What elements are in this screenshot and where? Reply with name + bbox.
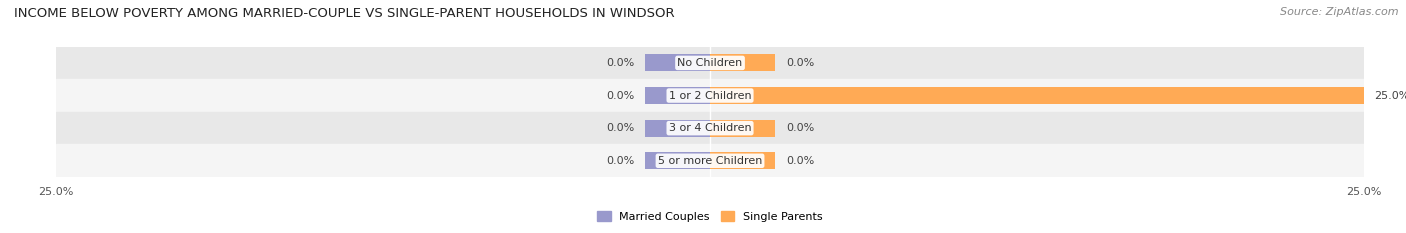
- Bar: [644, 87, 710, 104]
- Bar: [56, 112, 1364, 144]
- Text: 0.0%: 0.0%: [606, 123, 634, 133]
- Text: 0.0%: 0.0%: [606, 156, 634, 166]
- Text: 0.0%: 0.0%: [786, 123, 814, 133]
- Text: 1 or 2 Children: 1 or 2 Children: [669, 91, 751, 100]
- Bar: [56, 79, 1364, 112]
- Bar: [56, 144, 1364, 177]
- Text: 0.0%: 0.0%: [606, 91, 634, 100]
- Bar: [56, 47, 1364, 79]
- Bar: [710, 120, 776, 137]
- Text: 0.0%: 0.0%: [606, 58, 634, 68]
- Text: INCOME BELOW POVERTY AMONG MARRIED-COUPLE VS SINGLE-PARENT HOUSEHOLDS IN WINDSOR: INCOME BELOW POVERTY AMONG MARRIED-COUPL…: [14, 7, 675, 20]
- Bar: [710, 55, 776, 71]
- Text: 3 or 4 Children: 3 or 4 Children: [669, 123, 751, 133]
- Text: Source: ZipAtlas.com: Source: ZipAtlas.com: [1281, 7, 1399, 17]
- Legend: Married Couples, Single Parents: Married Couples, Single Parents: [593, 207, 827, 226]
- Text: 0.0%: 0.0%: [786, 156, 814, 166]
- Text: 5 or more Children: 5 or more Children: [658, 156, 762, 166]
- Bar: [710, 87, 1364, 104]
- Text: 25.0%: 25.0%: [1374, 91, 1406, 100]
- Text: 0.0%: 0.0%: [786, 58, 814, 68]
- Text: No Children: No Children: [678, 58, 742, 68]
- Bar: [710, 152, 776, 169]
- Bar: [644, 55, 710, 71]
- Bar: [644, 152, 710, 169]
- Bar: [644, 120, 710, 137]
